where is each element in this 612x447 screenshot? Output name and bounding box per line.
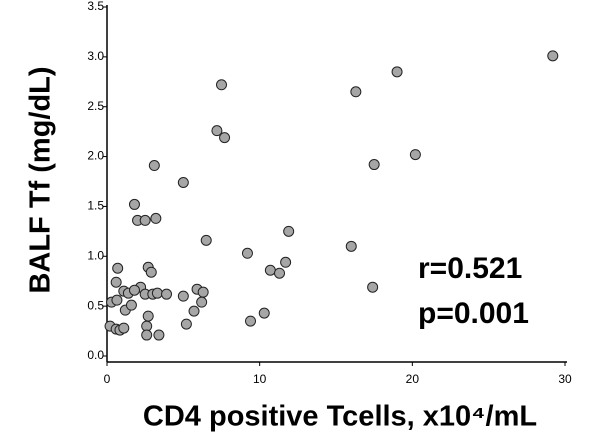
point <box>367 281 379 293</box>
point <box>142 310 154 322</box>
point <box>111 294 123 306</box>
y-tick-label: 2.0 <box>87 149 104 163</box>
point <box>145 266 157 278</box>
point <box>153 329 165 341</box>
point <box>128 198 140 210</box>
point <box>150 212 162 224</box>
y-tick-label: 1.0 <box>87 248 104 262</box>
point <box>177 290 189 302</box>
point <box>125 299 137 311</box>
point <box>188 305 200 317</box>
point <box>211 125 223 137</box>
point <box>148 160 160 172</box>
point <box>274 267 286 279</box>
point <box>161 288 173 300</box>
point <box>245 315 257 327</box>
y-tick-label: 2.5 <box>87 99 104 113</box>
y-axis-label: BALF Tf (mg/dL) <box>25 66 57 293</box>
point <box>258 307 270 319</box>
y-tick-label: 3.5 <box>87 0 104 13</box>
x-tick-label: 20 <box>406 372 420 386</box>
point <box>409 149 421 161</box>
point <box>118 322 130 334</box>
annotation: r=0.521 <box>418 252 522 285</box>
x-tick-label: 10 <box>253 372 267 386</box>
point <box>264 264 276 276</box>
y-tick-label: 3.0 <box>87 49 104 63</box>
point <box>180 318 192 330</box>
y-tick-label: 0.0 <box>87 348 104 362</box>
point <box>196 296 208 308</box>
point <box>128 284 140 296</box>
point <box>197 286 209 298</box>
annotation: p=0.001 <box>418 297 529 330</box>
point <box>216 79 227 91</box>
x-axis-label: CD4 positive Tcells, x10⁴/mL <box>143 401 537 433</box>
point <box>112 262 124 274</box>
point <box>141 329 153 341</box>
point <box>139 214 151 226</box>
point <box>345 240 357 252</box>
y-tick-label: 0.5 <box>87 298 104 312</box>
point <box>241 247 253 259</box>
point <box>200 234 212 246</box>
point <box>368 159 380 171</box>
y-tick-label: 1.5 <box>87 199 104 213</box>
point <box>350 86 362 98</box>
point <box>283 225 295 237</box>
point <box>219 132 231 144</box>
point <box>280 256 292 268</box>
point <box>177 176 189 188</box>
x-tick-label: 30 <box>558 372 572 386</box>
point <box>110 276 122 288</box>
x-tick-label: 0 <box>104 372 111 386</box>
point <box>547 50 559 62</box>
point <box>391 66 403 78</box>
point <box>151 287 163 299</box>
